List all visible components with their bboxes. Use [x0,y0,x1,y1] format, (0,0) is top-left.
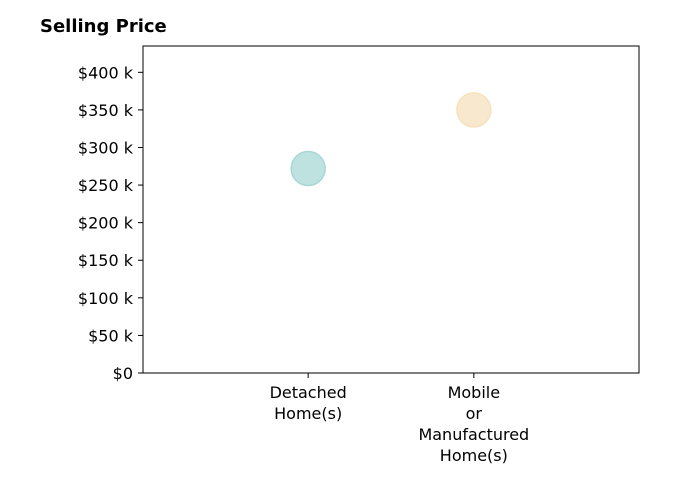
chart-title: Selling Price [40,16,167,37]
y-tick-label: $50 k [88,326,134,345]
y-tick-label: $150 k [78,251,134,270]
x-tick-label: Mobile or Manufactured Home(s) [418,383,529,465]
x-tick-label: Detached Home(s) [270,383,347,423]
data-points [290,92,492,187]
y-tick-label: $100 k [78,289,134,308]
plot-frame [142,45,640,374]
y-tick-label: $0 [113,364,133,383]
y-tick-label: $200 k [78,214,134,233]
data-point [290,150,326,187]
y-tick-label: $350 k [78,101,134,120]
data-point [456,92,492,128]
y-tick-label: $250 k [78,176,134,195]
y-tick-label: $300 k [78,138,134,157]
y-axis: $0 $50 k $100 k $150 k $200 k $250 k $300 k $35… [78,63,143,383]
x-axis: Detached Home(s) Mobile or Manufactured Home(… [270,373,529,465]
y-tick-label: $400 k [78,63,134,82]
